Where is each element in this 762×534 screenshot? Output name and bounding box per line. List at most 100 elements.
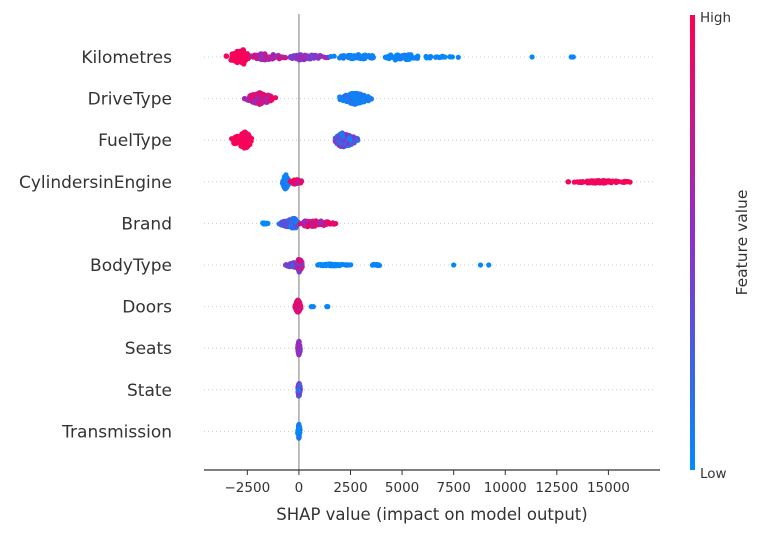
feature-label: CylindersinEngine <box>19 173 172 193</box>
shap-point <box>243 141 249 147</box>
shap-point <box>287 223 293 229</box>
shap-point <box>243 131 250 137</box>
shap-point <box>231 140 237 146</box>
shap-point <box>296 258 302 264</box>
shap-point <box>259 94 265 101</box>
shap-point <box>305 223 311 229</box>
shap-point <box>293 223 299 230</box>
shap-point <box>305 54 311 60</box>
shap-point <box>237 134 243 140</box>
shap-point <box>361 92 367 98</box>
shap-point <box>241 145 247 151</box>
shap-point <box>317 261 323 268</box>
shap-point <box>345 140 351 147</box>
shap-point <box>272 95 279 101</box>
shap-point <box>570 54 576 60</box>
shap-point <box>232 52 238 59</box>
feature-labels: Kilometres DriveType FuelType CylindersinEn… <box>19 48 172 442</box>
shap-point <box>477 262 484 268</box>
shap-point <box>348 100 354 106</box>
colorbar: High Low Feature value <box>690 10 751 482</box>
shap-point <box>289 263 295 269</box>
shap-point <box>283 219 290 225</box>
shap-point <box>388 52 394 58</box>
x-tick-label: 5000 <box>385 480 419 496</box>
shap-point <box>352 98 358 104</box>
shap-point <box>344 262 350 268</box>
shap-point <box>601 178 607 185</box>
shap-point <box>354 53 360 59</box>
shap-point <box>451 262 457 268</box>
shap-point <box>354 136 361 142</box>
shap-point <box>296 382 303 388</box>
colorbar-high-label: High <box>700 10 731 26</box>
shap-point <box>301 219 307 225</box>
shap-point <box>243 136 249 142</box>
shap-point <box>529 54 535 60</box>
shap-point <box>316 53 323 59</box>
shap-point <box>287 178 293 184</box>
shap-point <box>292 303 298 310</box>
colorbar-gradient <box>690 15 695 470</box>
shap-point <box>574 179 580 185</box>
shap-point <box>273 53 279 59</box>
shap-point <box>338 261 345 268</box>
shap-point <box>565 179 571 185</box>
shap-point <box>293 55 299 61</box>
shap-point <box>345 54 351 60</box>
shap-point <box>343 92 349 98</box>
shap-point <box>624 179 630 185</box>
shap-point <box>415 53 421 59</box>
shap-point <box>427 54 433 60</box>
shap-point <box>436 54 442 61</box>
shap-point <box>587 178 593 184</box>
x-tick-label: 10000 <box>484 480 527 496</box>
shap-point <box>256 90 263 96</box>
shap-point <box>447 54 453 60</box>
shap-point <box>295 349 302 355</box>
shap-point <box>406 56 413 62</box>
shap-point <box>362 52 368 59</box>
shap-point <box>228 136 235 142</box>
x-tick-label: 12500 <box>535 480 578 496</box>
shap-point <box>276 56 282 62</box>
shap-point <box>340 55 346 61</box>
shap-point <box>605 178 612 185</box>
shap-point <box>296 299 302 306</box>
shap-point <box>309 221 316 228</box>
shap-point <box>324 219 331 225</box>
feature-label: FuelType <box>98 131 172 151</box>
feature-label: Seats <box>125 339 172 359</box>
row-guides <box>204 56 655 432</box>
x-tick-label: 15000 <box>587 480 630 496</box>
shap-point <box>295 428 301 434</box>
feature-label: DriveType <box>88 90 172 110</box>
shap-point <box>316 220 322 226</box>
shap-point <box>250 54 256 60</box>
shap-point <box>352 94 358 100</box>
beeswarm-points <box>223 47 633 441</box>
x-tick-label: −2500 <box>224 480 270 496</box>
shap-point <box>323 55 329 61</box>
shap-point <box>343 131 349 138</box>
shap-point <box>349 55 355 62</box>
shap-point <box>298 55 304 61</box>
shap-point <box>278 221 285 227</box>
shap-point <box>291 216 297 222</box>
shap-point <box>328 53 334 60</box>
shap-point <box>237 48 243 54</box>
feature-label: Doors <box>122 298 172 318</box>
shap-point <box>297 221 303 227</box>
shap-point <box>252 98 258 104</box>
shap-point <box>241 58 247 64</box>
shap-point <box>295 265 301 271</box>
shap-point <box>369 262 376 268</box>
shap-point <box>296 343 302 349</box>
shap-point <box>310 304 316 310</box>
shap-point <box>283 223 289 229</box>
shap-point <box>296 339 302 345</box>
shap-point <box>376 262 383 269</box>
shap-point <box>618 179 625 185</box>
x-tick-label: 2500 <box>333 480 367 496</box>
